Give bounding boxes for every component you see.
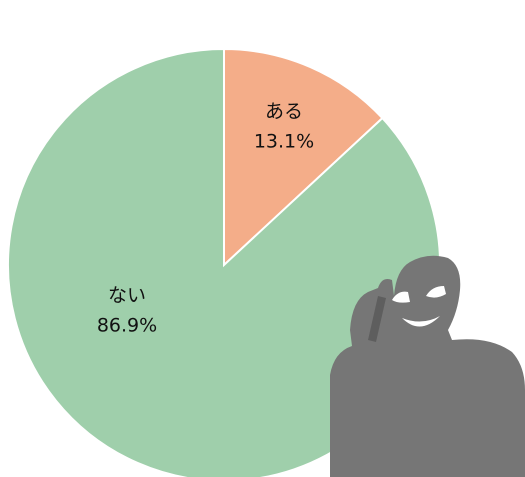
slice-category-label: ない <box>108 285 146 307</box>
slice-value-label: 86.9% <box>97 315 157 337</box>
chart: ある 13.1% ない 86.9% <box>0 0 525 477</box>
page: {"chart_data": {"type": "pie", "categori… <box>0 0 525 477</box>
slice-category-label: ある <box>265 101 303 123</box>
slice-value-label: 13.1% <box>254 131 314 153</box>
